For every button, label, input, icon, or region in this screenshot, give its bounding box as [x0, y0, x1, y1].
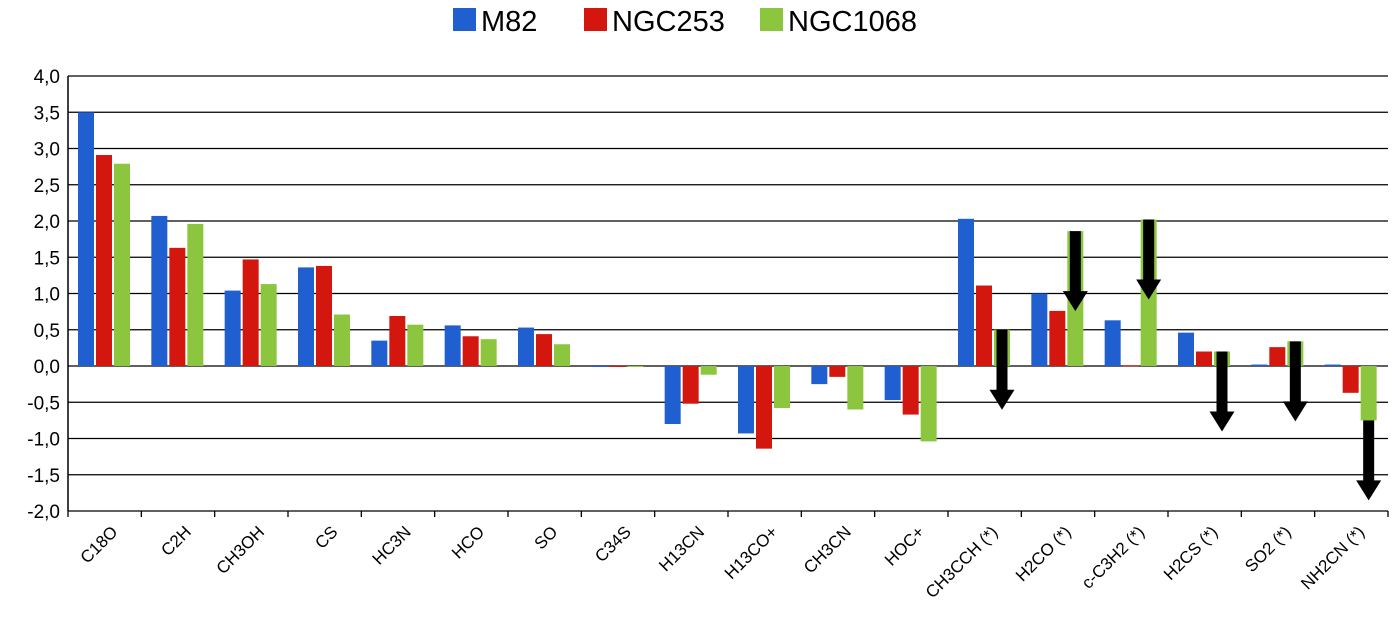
y-tick-label: -0,5	[27, 393, 60, 414]
y-tick-label: 3,0	[34, 140, 60, 161]
bar-m82-5	[444, 325, 461, 366]
y-tick-label: 2,0	[34, 212, 60, 233]
legend-swatch-m82	[453, 8, 476, 31]
x-tick-label: H13CO+	[721, 522, 782, 583]
legend-label-ngc253: NGC253	[612, 6, 725, 38]
bar-ngc1068-10	[847, 366, 864, 410]
x-tick-label: CS	[311, 522, 341, 552]
x-tick-label: CH3CCH (*)	[922, 522, 1002, 602]
x-tick-label: C2H	[157, 522, 194, 559]
x-tick-label: c-C3H2 (*)	[1078, 522, 1148, 592]
bar-m82-11	[884, 366, 901, 401]
legend: M82 NGC253 NGC1068	[453, 6, 917, 38]
legend-swatch-ngc1068	[760, 8, 783, 31]
y-axis-ticks: 4,0 3,5 3,0 2,5 2,0 1,5 1,0 0,5 0,0 -0,5 -1,0 -1,5 -…	[27, 67, 60, 523]
bar-ngc253-3	[316, 265, 332, 366]
bar-ngc253-14	[1122, 365, 1139, 367]
y-tick-label: 4,0	[34, 67, 60, 88]
bar-m82-10	[811, 366, 828, 385]
down-arrow-icon	[989, 329, 1015, 410]
bar-m82-12	[958, 218, 974, 366]
bar-ngc253-7	[609, 366, 626, 367]
bar-m82-0	[78, 112, 94, 366]
bar-m82-4	[371, 340, 388, 366]
bar-ngc1068-4	[407, 324, 424, 366]
bar-m82-14	[1104, 320, 1121, 366]
y-tick-label: -1,0	[27, 430, 60, 451]
bar-ngc253-12	[976, 285, 992, 366]
bar-ngc1068-9	[774, 366, 790, 409]
x-tick-label: CH3OH	[213, 522, 269, 578]
legend-swatch-ngc253	[584, 8, 607, 31]
y-tick-label: 0,5	[34, 321, 60, 342]
bar-m82-2	[224, 290, 241, 366]
bar-ngc1068-1	[187, 223, 204, 366]
bar-ngc253-1	[169, 247, 186, 366]
bar-ngc253-4	[389, 315, 406, 366]
bar-ngc253-15	[1196, 351, 1212, 366]
down-arrow-icon	[1356, 420, 1382, 501]
x-tick-label: H13CN	[655, 522, 708, 575]
y-tick-label: -1,5	[27, 466, 60, 487]
bar-ngc1068-7	[627, 366, 644, 367]
bar-ngc253-13	[1049, 310, 1066, 366]
bar-m82-9	[738, 366, 754, 434]
bar-ngc253-17	[1342, 366, 1359, 393]
down-arrow-icon	[1062, 231, 1088, 312]
x-tick-label: NH2CN (*)	[1297, 522, 1368, 593]
x-tick-label: HOC+	[881, 522, 928, 569]
bar-ngc1068-5	[480, 339, 497, 366]
x-tick-label: HCO	[448, 522, 488, 562]
bars	[78, 112, 1377, 449]
bar-ngc253-0	[96, 155, 112, 366]
x-tick-label: HC3N	[369, 522, 415, 568]
x-axis-ticks: C18O C2H CH3OH CS HC3N HCO SO C34S H13CN H13CO+ CH…	[67, 511, 1389, 602]
y-tick-label: 1,0	[34, 285, 60, 306]
legend-label-ngc1068: NGC1068	[788, 6, 917, 38]
x-tick-label: SO	[531, 522, 562, 553]
bar-ngc253-16	[1269, 347, 1286, 366]
bar-ngc253-11	[902, 366, 919, 415]
x-tick-label: H2CS (*)	[1160, 522, 1222, 584]
bar-m82-17	[1324, 364, 1341, 366]
bar-ngc1068-2	[260, 284, 277, 366]
bar-ngc253-9	[756, 366, 772, 449]
bar-m82-13	[1031, 293, 1048, 366]
down-arrow-icon	[1209, 351, 1235, 432]
bar-ngc253-5	[462, 336, 479, 366]
bar-m82-7	[591, 366, 608, 367]
bar-ngc1068-11	[920, 366, 937, 442]
x-tick-label: C18O	[77, 522, 122, 567]
bar-ngc1068-6	[554, 344, 570, 366]
bar-m82-6	[518, 327, 534, 366]
y-tick-label: 1,5	[34, 248, 60, 269]
bar-m82-16	[1251, 364, 1268, 366]
x-tick-label: H2CO (*)	[1012, 522, 1075, 585]
x-tick-label: CH3CN	[800, 522, 855, 577]
bar-ngc253-2	[242, 259, 259, 366]
y-tick-label: -2,0	[27, 502, 60, 523]
bar-ngc1068-17	[1360, 366, 1377, 421]
x-tick-label: C34S	[591, 522, 635, 566]
bar-m82-15	[1178, 332, 1194, 366]
bar-m82-1	[151, 215, 168, 366]
bar-m82-3	[298, 267, 314, 366]
bar-ngc1068-3	[334, 314, 350, 366]
bar-m82-8	[664, 366, 681, 424]
bar-ngc253-6	[536, 334, 552, 366]
down-arrow-icon	[1282, 341, 1308, 422]
x-tick-label: SO2 (*)	[1241, 522, 1295, 576]
bar-ngc1068-0	[114, 163, 130, 366]
bar-ngc253-8	[682, 366, 699, 404]
bar-ngc1068-8	[700, 366, 717, 375]
legend-label-m82: M82	[481, 6, 537, 38]
down-arrow-icon	[1136, 219, 1162, 300]
bar-ngc253-10	[829, 366, 846, 377]
y-tick-label: 3,5	[34, 103, 60, 124]
upper-limit-arrows	[989, 219, 1382, 501]
y-tick-label: 2,5	[34, 176, 60, 197]
y-tick-label: 0,0	[34, 357, 60, 378]
